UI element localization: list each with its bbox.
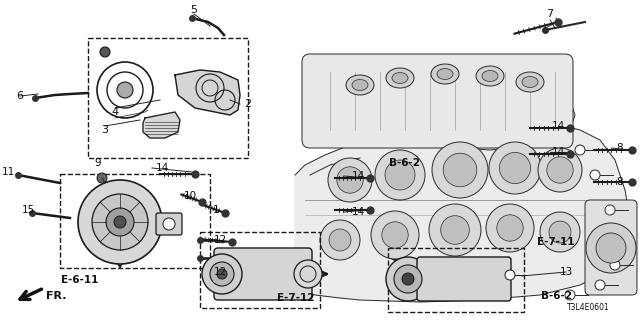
Circle shape <box>78 180 162 264</box>
Text: 9: 9 <box>95 158 101 168</box>
Circle shape <box>499 152 531 184</box>
Text: 5: 5 <box>191 5 198 15</box>
Circle shape <box>375 150 425 200</box>
Circle shape <box>294 260 322 288</box>
Circle shape <box>100 47 110 57</box>
Text: 3: 3 <box>102 125 109 135</box>
Text: 7: 7 <box>547 9 554 19</box>
Text: 4: 4 <box>111 107 118 117</box>
Circle shape <box>575 145 585 155</box>
Circle shape <box>590 170 600 180</box>
Ellipse shape <box>346 75 374 95</box>
Text: 13: 13 <box>559 267 573 277</box>
Circle shape <box>385 160 415 190</box>
Ellipse shape <box>386 68 414 88</box>
Circle shape <box>441 216 469 244</box>
FancyBboxPatch shape <box>156 213 182 235</box>
Bar <box>60 174 210 268</box>
FancyBboxPatch shape <box>417 257 511 301</box>
Text: 15: 15 <box>21 205 35 215</box>
Circle shape <box>586 223 636 273</box>
Circle shape <box>92 194 148 250</box>
Circle shape <box>605 205 615 215</box>
Circle shape <box>97 173 107 183</box>
Circle shape <box>505 270 515 280</box>
Polygon shape <box>310 60 575 150</box>
Circle shape <box>337 167 364 193</box>
Polygon shape <box>175 70 240 115</box>
Text: E-6-11: E-6-11 <box>61 275 99 285</box>
Circle shape <box>565 290 575 300</box>
Ellipse shape <box>522 76 538 87</box>
Circle shape <box>489 142 541 194</box>
Text: 2: 2 <box>244 99 252 109</box>
Circle shape <box>547 157 573 183</box>
Ellipse shape <box>482 70 498 82</box>
Text: 14: 14 <box>552 147 564 157</box>
Circle shape <box>106 208 134 236</box>
Circle shape <box>382 222 408 248</box>
Text: 14: 14 <box>351 171 365 181</box>
Ellipse shape <box>352 79 368 91</box>
Circle shape <box>540 212 580 252</box>
Polygon shape <box>295 125 630 302</box>
Circle shape <box>386 257 430 301</box>
Text: 12: 12 <box>213 235 227 245</box>
Ellipse shape <box>476 66 504 86</box>
Circle shape <box>538 148 582 192</box>
Circle shape <box>163 218 175 230</box>
Text: 8: 8 <box>617 177 623 187</box>
Circle shape <box>402 273 414 285</box>
Circle shape <box>549 221 571 243</box>
Circle shape <box>394 265 422 293</box>
Circle shape <box>610 260 620 270</box>
Circle shape <box>217 269 227 279</box>
Text: 11: 11 <box>1 167 15 177</box>
Polygon shape <box>143 112 180 138</box>
Circle shape <box>371 211 419 259</box>
Text: E-7-11: E-7-11 <box>537 237 575 247</box>
Text: 6: 6 <box>17 91 24 101</box>
Text: B-6-2: B-6-2 <box>388 158 419 168</box>
FancyBboxPatch shape <box>585 200 637 295</box>
Ellipse shape <box>431 64 459 84</box>
Text: 1: 1 <box>212 205 220 215</box>
Ellipse shape <box>516 72 544 92</box>
Text: 10: 10 <box>184 191 196 201</box>
Circle shape <box>114 216 126 228</box>
Text: 8: 8 <box>617 143 623 153</box>
Circle shape <box>202 254 242 294</box>
Ellipse shape <box>392 73 408 84</box>
Circle shape <box>429 204 481 256</box>
Circle shape <box>497 215 524 241</box>
Text: E-7-12: E-7-12 <box>277 293 315 303</box>
Bar <box>88 38 248 158</box>
Circle shape <box>320 220 360 260</box>
Circle shape <box>210 262 234 286</box>
Circle shape <box>432 142 488 198</box>
Circle shape <box>329 229 351 251</box>
Text: FR.: FR. <box>45 291 67 301</box>
Bar <box>388 248 524 312</box>
Text: 12: 12 <box>213 267 227 277</box>
Text: T3L4E0601: T3L4E0601 <box>566 303 609 313</box>
Text: 14: 14 <box>552 121 564 131</box>
Bar <box>200 232 320 308</box>
Circle shape <box>486 204 534 252</box>
Text: B-6-2: B-6-2 <box>541 291 572 301</box>
Circle shape <box>596 233 626 263</box>
Text: 14: 14 <box>156 163 168 173</box>
FancyBboxPatch shape <box>302 54 573 148</box>
Circle shape <box>595 280 605 290</box>
Text: 14: 14 <box>351 207 365 217</box>
Circle shape <box>328 158 372 202</box>
Circle shape <box>117 82 133 98</box>
Ellipse shape <box>437 68 453 79</box>
Circle shape <box>443 153 477 187</box>
FancyBboxPatch shape <box>214 248 312 300</box>
